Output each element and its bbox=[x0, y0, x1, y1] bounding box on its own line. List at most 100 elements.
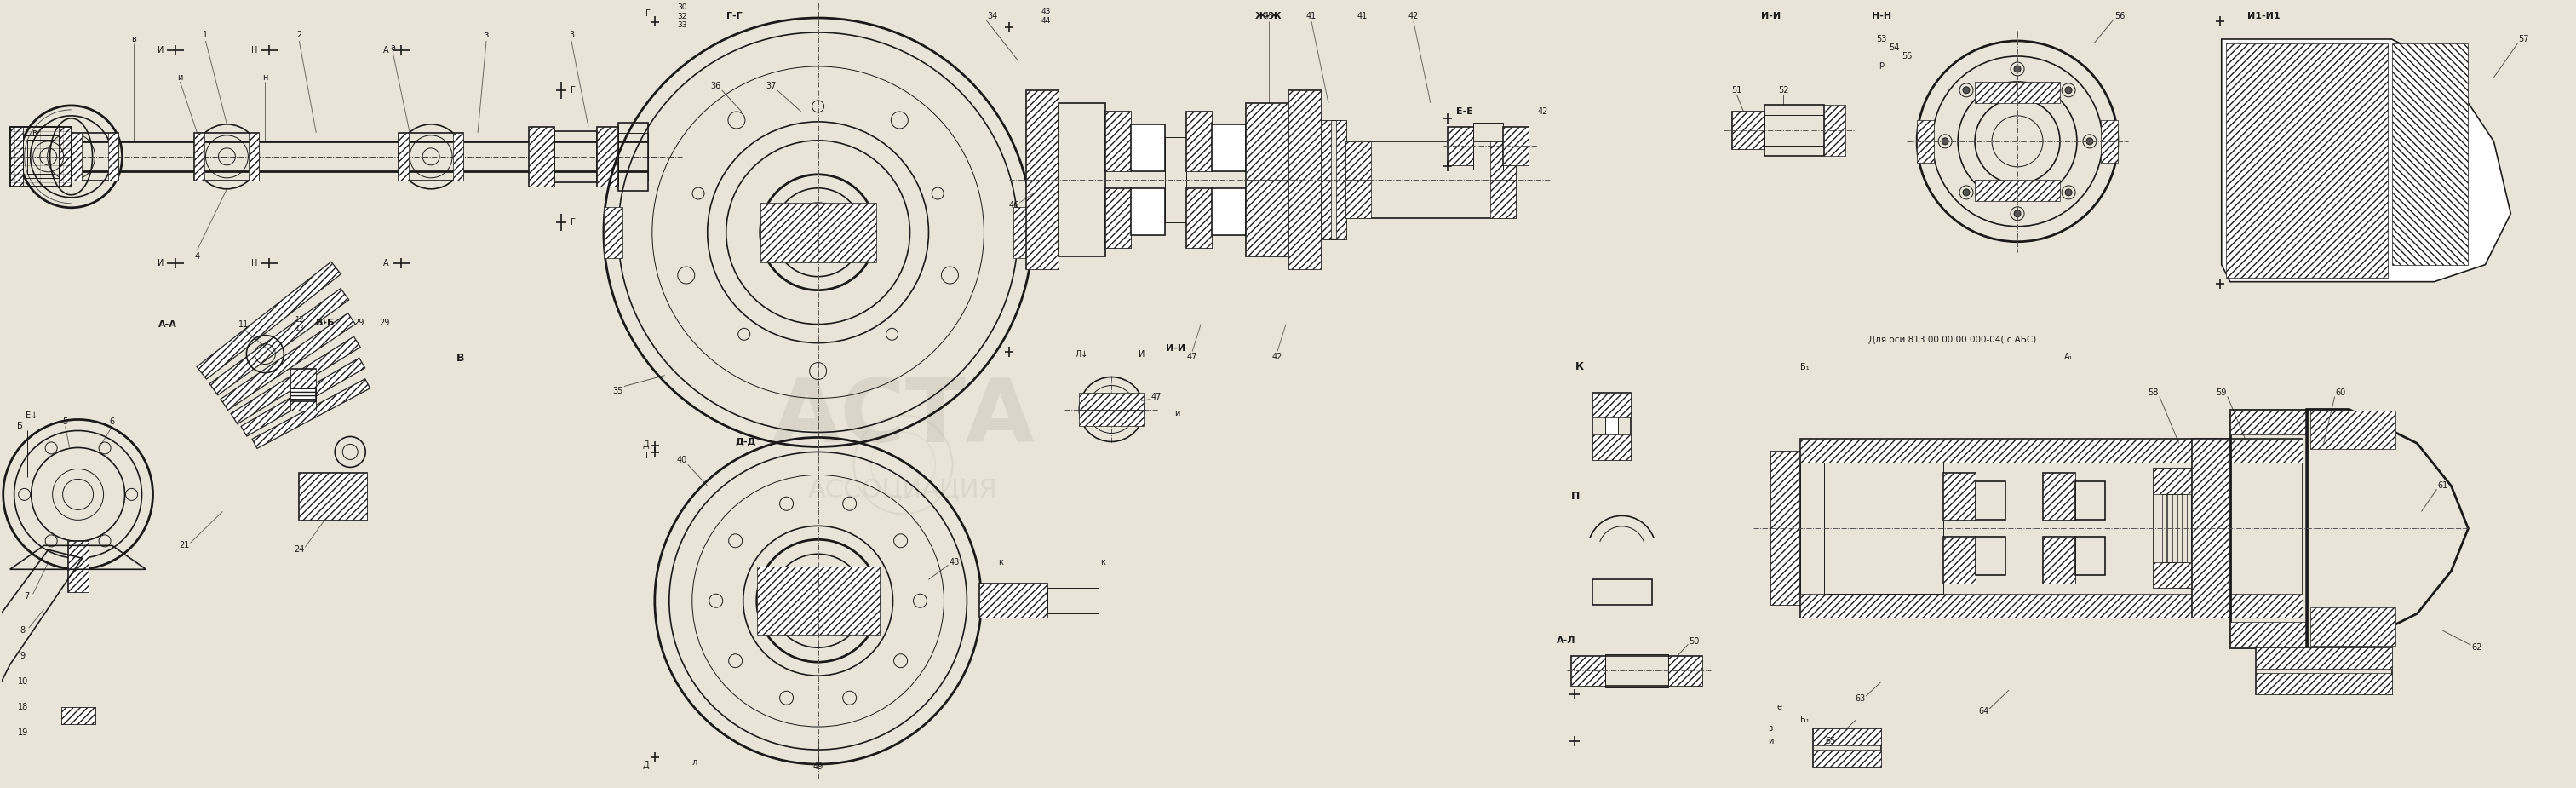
Bar bbox=[1765, 105, 1824, 156]
Bar bbox=[2311, 608, 2396, 646]
Bar bbox=[618, 123, 649, 191]
Bar bbox=[2231, 622, 2306, 648]
Text: Для оси 813.00.00.00.000-04( с АБС): Для оси 813.00.00.00.000-04( с АБС) bbox=[1868, 335, 2038, 344]
Text: АССОЦИАЦИЯ: АССОЦИАЦИЯ bbox=[809, 478, 997, 503]
Text: н: н bbox=[263, 73, 268, 82]
Bar bbox=[2043, 537, 2076, 584]
Bar bbox=[1345, 180, 1370, 217]
Bar bbox=[2043, 473, 2076, 520]
Text: к: к bbox=[999, 558, 1005, 567]
Bar bbox=[250, 133, 260, 180]
Bar bbox=[598, 127, 618, 187]
Text: 64: 64 bbox=[1978, 707, 1989, 716]
Circle shape bbox=[2014, 65, 2020, 72]
Bar bbox=[1321, 120, 1347, 239]
Bar bbox=[528, 127, 554, 187]
Text: 61: 61 bbox=[2437, 481, 2447, 490]
Bar bbox=[2257, 648, 2391, 694]
Text: И1-И1: И1-И1 bbox=[2249, 12, 2280, 20]
Bar bbox=[196, 133, 260, 180]
Bar bbox=[760, 232, 876, 262]
Bar bbox=[979, 584, 1048, 618]
Text: 59: 59 bbox=[2215, 388, 2226, 396]
Bar bbox=[242, 359, 366, 436]
Text: 9: 9 bbox=[21, 652, 26, 660]
Text: 40: 40 bbox=[677, 456, 688, 465]
Bar bbox=[1592, 435, 1631, 460]
Bar bbox=[23, 136, 59, 178]
Text: 63: 63 bbox=[1855, 694, 1865, 703]
Text: 46: 46 bbox=[1007, 201, 1020, 210]
Bar bbox=[299, 473, 368, 520]
Bar bbox=[242, 359, 366, 436]
Bar bbox=[1770, 452, 1801, 605]
Bar bbox=[1824, 105, 1844, 156]
Text: 2: 2 bbox=[296, 31, 301, 39]
Text: 37: 37 bbox=[765, 82, 775, 91]
Text: 5: 5 bbox=[62, 418, 67, 426]
Bar bbox=[2311, 411, 2396, 449]
Bar bbox=[62, 707, 95, 724]
Text: 19: 19 bbox=[18, 728, 28, 737]
Text: В: В bbox=[456, 353, 464, 364]
Bar bbox=[1489, 141, 1515, 180]
Bar bbox=[222, 314, 355, 410]
Text: Д: Д bbox=[641, 760, 649, 769]
Text: 56: 56 bbox=[2115, 12, 2125, 20]
Bar bbox=[1592, 392, 1631, 460]
Text: И-И: И-И bbox=[1164, 344, 1185, 352]
Text: И: И bbox=[157, 46, 165, 54]
Bar bbox=[1734, 112, 1765, 149]
Text: л: л bbox=[693, 758, 698, 767]
Bar bbox=[10, 127, 23, 187]
Text: 42: 42 bbox=[1538, 107, 1548, 116]
Bar bbox=[1211, 188, 1247, 235]
Bar bbox=[2182, 494, 2187, 563]
Bar bbox=[252, 379, 371, 448]
Bar bbox=[1571, 656, 1703, 686]
Text: 54: 54 bbox=[1888, 43, 1899, 52]
Text: 18: 18 bbox=[18, 703, 28, 712]
Bar bbox=[1247, 103, 1288, 256]
Text: 50: 50 bbox=[1690, 637, 1700, 646]
Bar bbox=[1801, 439, 2303, 618]
Text: П: П bbox=[1571, 491, 1579, 502]
Bar bbox=[1079, 409, 1144, 426]
Bar bbox=[2076, 537, 2105, 575]
Bar bbox=[618, 133, 649, 180]
Bar bbox=[1131, 125, 1164, 171]
Bar bbox=[2161, 494, 2166, 563]
Text: 1: 1 bbox=[204, 31, 209, 39]
Bar bbox=[1814, 749, 1880, 767]
Bar bbox=[1669, 656, 1703, 686]
Bar bbox=[59, 127, 72, 187]
Bar bbox=[598, 127, 618, 187]
Bar bbox=[1801, 594, 2303, 618]
Bar bbox=[1015, 206, 1033, 258]
Bar bbox=[1079, 392, 1144, 409]
Bar bbox=[1345, 141, 1370, 180]
Text: 34: 34 bbox=[987, 12, 997, 20]
Bar bbox=[1814, 728, 1880, 767]
Text: Е↓: Е↓ bbox=[26, 411, 36, 419]
Bar bbox=[1605, 654, 1669, 688]
Bar bbox=[1917, 120, 1935, 162]
Text: е: е bbox=[1777, 703, 1783, 712]
Text: 51: 51 bbox=[1731, 86, 1741, 95]
Bar bbox=[1976, 180, 2061, 201]
Bar bbox=[2391, 43, 2468, 265]
Text: К: К bbox=[1574, 361, 1584, 372]
Text: 4: 4 bbox=[193, 252, 201, 260]
Text: и: и bbox=[1175, 409, 1180, 418]
Text: А: А bbox=[384, 258, 389, 267]
Bar bbox=[1337, 120, 1347, 239]
Bar bbox=[1164, 137, 1188, 222]
Bar bbox=[1188, 112, 1211, 171]
Bar bbox=[1321, 120, 1332, 239]
Bar bbox=[252, 379, 371, 448]
Bar bbox=[2177, 494, 2182, 563]
Text: з: з bbox=[1770, 724, 1772, 733]
Bar bbox=[1824, 463, 1942, 594]
Bar bbox=[1247, 103, 1288, 180]
Bar bbox=[1345, 141, 1515, 217]
